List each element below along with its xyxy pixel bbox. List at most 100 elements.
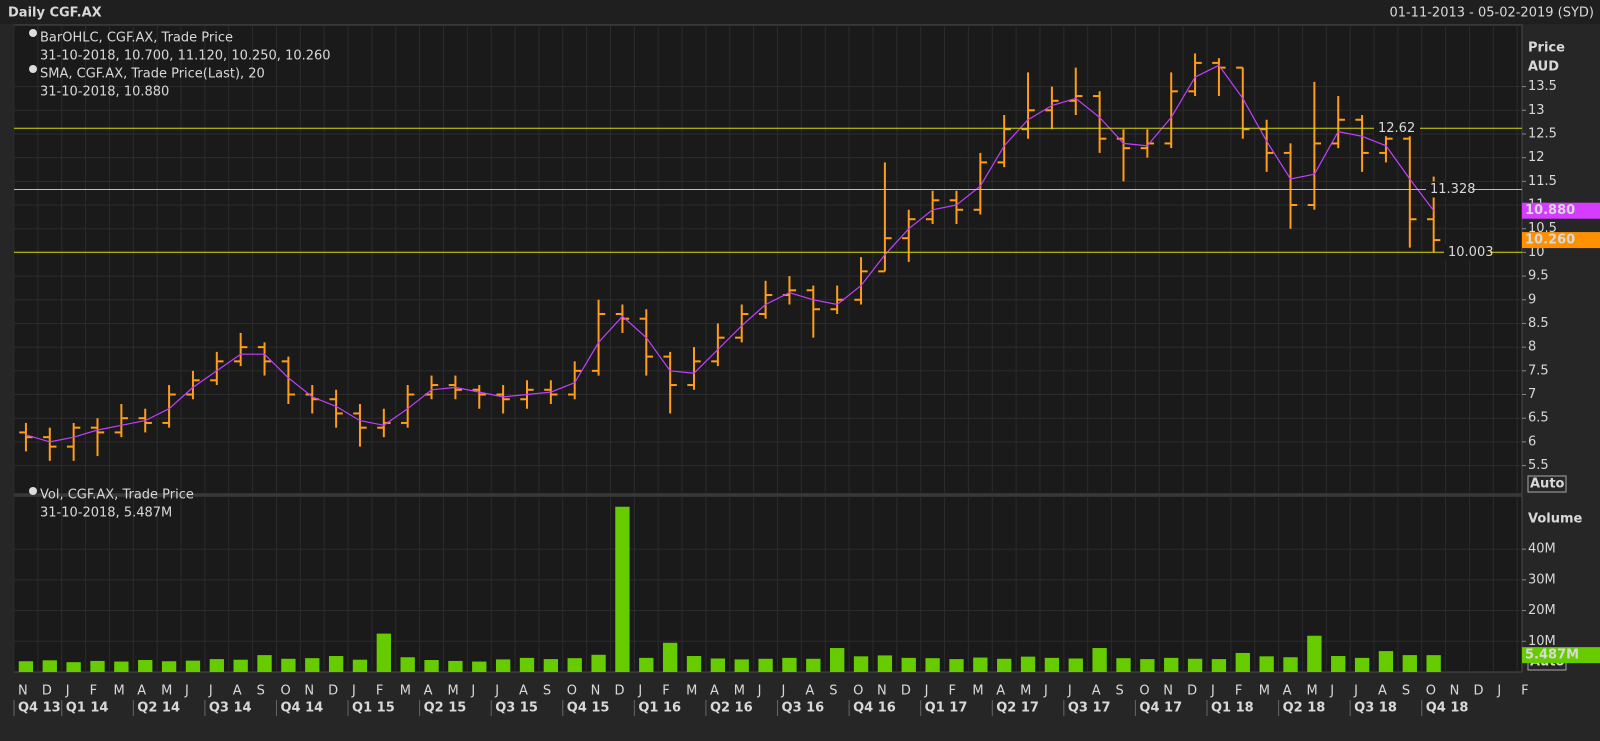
last-value-badge [1522, 647, 1600, 664]
volume-bar [734, 659, 749, 672]
month-label: A [1283, 684, 1292, 699]
month-label: M [686, 684, 697, 699]
volume-bar [328, 656, 344, 672]
quarter-label: Q2 15 [424, 701, 467, 716]
month-label: F [1235, 684, 1242, 699]
axis-unit: AUD [1528, 60, 1559, 75]
volume-bar [376, 633, 391, 672]
volume-bar [1068, 658, 1083, 672]
volume-bar [448, 660, 463, 672]
quarter-label: Q2 18 [1283, 701, 1326, 716]
volume-bar [1020, 656, 1036, 672]
legend-icon [29, 487, 37, 495]
axis-title: Volume [1528, 512, 1583, 527]
volume-bar [90, 660, 105, 672]
last-value-label: 10.880 [1525, 203, 1575, 218]
volume-bar [615, 506, 630, 672]
axis-title: Price [1528, 41, 1565, 56]
quarter-label: Q1 16 [638, 701, 681, 716]
month-label: M [113, 684, 124, 699]
month-label: J [494, 684, 499, 699]
volume-bar [1331, 656, 1346, 672]
volume-bar [1307, 635, 1322, 672]
month-label: A [1378, 684, 1387, 699]
last-value-label: 10.260 [1525, 233, 1575, 248]
quarter-label: Q4 17 [1139, 701, 1182, 716]
legend-text: BarOHLC, CGF.AX, Trade Price [40, 31, 233, 46]
auto-label: Auto [1530, 477, 1565, 492]
volume-bar [853, 656, 869, 672]
month-label: N [1163, 684, 1173, 699]
quarter-label: Q2 14 [137, 701, 180, 716]
month-label: J [1496, 684, 1501, 699]
month-label: M [1306, 684, 1317, 699]
volume-bar [901, 657, 916, 672]
y-tick-label: 8.5 [1528, 316, 1549, 331]
volume-bar [472, 661, 487, 672]
volume-bar [424, 660, 439, 672]
y-tick-label: 10 [1528, 245, 1545, 260]
y-tick-label: 10M [1528, 634, 1556, 649]
month-label: F [949, 684, 956, 699]
month-label: N [304, 684, 314, 699]
hline-label-bg [1374, 120, 1420, 137]
volume-bar [1116, 658, 1131, 672]
month-label: J [1067, 684, 1072, 699]
y-tick-label: 13 [1528, 103, 1545, 118]
month-label: D [901, 684, 911, 699]
y-tick-label: 8 [1528, 340, 1536, 355]
month-label: M [400, 684, 411, 699]
month-label: J [781, 684, 786, 699]
y-tick-label: 9.5 [1528, 269, 1549, 284]
month-label: S [829, 684, 837, 699]
volume-bar [949, 659, 964, 672]
hline-label-bg [1444, 244, 1490, 261]
month-label: J [1043, 684, 1048, 699]
month-label: M [447, 684, 458, 699]
last-value-label: 5.487M [1525, 648, 1579, 663]
y-tick-label: 7.5 [1528, 363, 1549, 378]
month-label: S [257, 684, 265, 699]
month-label: S [1116, 684, 1124, 699]
last-value-badge [1522, 232, 1600, 249]
month-label: N [591, 684, 601, 699]
month-label: M [734, 684, 745, 699]
quarter-label: Q3 15 [495, 701, 538, 716]
month-label: M [1259, 684, 1270, 699]
volume-bar [782, 657, 797, 672]
month-label: N [877, 684, 887, 699]
hline-label: 10.003 [1448, 245, 1494, 260]
volume-panel [13, 495, 1523, 673]
y-tick-label: 6 [1528, 434, 1536, 449]
month-label: N [18, 684, 28, 699]
y-tick-label: 12 [1528, 150, 1545, 165]
volume-bar [18, 661, 34, 672]
date-range: 01-11-2013 - 05-02-2019 (SYD) [1389, 6, 1594, 21]
volume-bar [257, 655, 272, 672]
quarter-label: Q4 18 [1426, 701, 1469, 716]
volume-bar [42, 660, 57, 672]
auto-button[interactable] [1527, 475, 1567, 493]
month-label: D [328, 684, 338, 699]
hline-label: 11.328 [1430, 182, 1476, 197]
month-label: J [757, 684, 762, 699]
y-tick-label: 12.5 [1528, 126, 1557, 141]
volume-bar [1354, 657, 1370, 672]
volume-bar [352, 659, 368, 672]
month-label: J [1210, 684, 1215, 699]
legend-detail: 31-10-2018, 10.700, 11.120, 10.250, 10.2… [40, 49, 331, 64]
month-label: D [1187, 684, 1197, 699]
volume-bar [1259, 656, 1274, 672]
legend-text: SMA, CGF.AX, Trade Price(Last), 20 [40, 67, 265, 82]
y-tick-label: 9 [1528, 292, 1536, 307]
quarter-label: Q2 16 [710, 701, 753, 716]
month-label: O [1426, 684, 1436, 699]
volume-bar [519, 657, 535, 672]
month-label: F [662, 684, 669, 699]
y-tick-label: 30M [1528, 572, 1556, 587]
volume-bar [1283, 657, 1298, 672]
volume-bar [114, 661, 129, 672]
month-label: J [924, 684, 929, 699]
